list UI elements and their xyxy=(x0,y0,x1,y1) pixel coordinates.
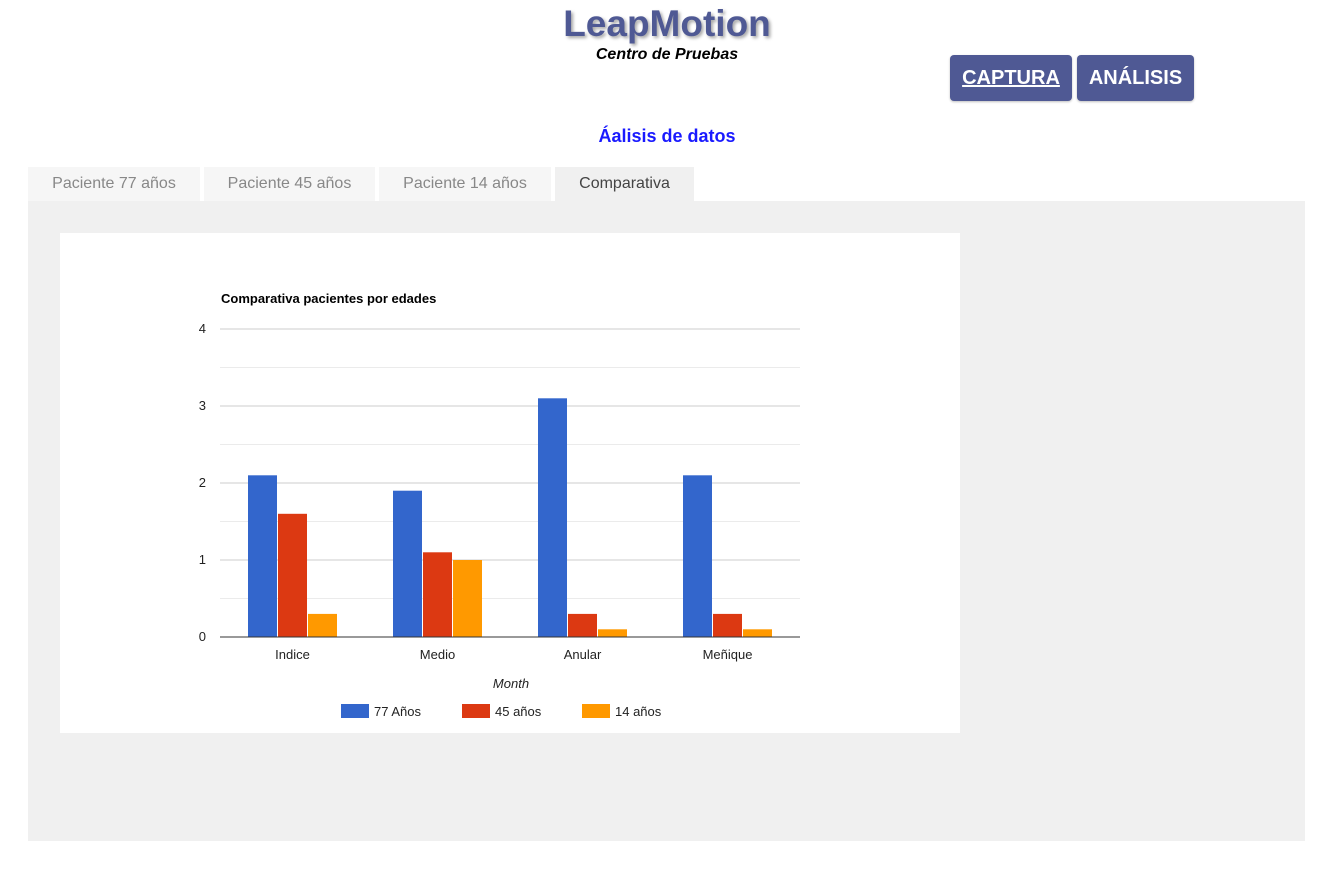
chart-card: Comparativa pacientes por edades 0 1 2 3 4 In… xyxy=(60,233,960,733)
chart-title: Comparativa pacientes por edades xyxy=(221,291,436,306)
bar-3 xyxy=(453,560,482,637)
y-tick-label: 4 xyxy=(199,321,206,336)
comparison-bar-chart: Comparativa pacientes por edades 0 1 2 3 4 In… xyxy=(199,291,800,719)
x-tick-label: Indice xyxy=(275,647,310,662)
y-tick-label: 0 xyxy=(199,629,206,644)
legend-label: 45 años xyxy=(495,704,542,719)
legend-swatch xyxy=(341,704,369,718)
bar-1 xyxy=(393,490,422,637)
y-tick-label: 3 xyxy=(199,398,206,413)
tab-paciente-14[interactable]: Paciente 14 años xyxy=(379,167,551,201)
bar-1 xyxy=(538,398,567,637)
y-tick-label: 2 xyxy=(199,475,206,490)
bar-1 xyxy=(248,475,277,637)
app-subtitle: Centro de Pruebas xyxy=(595,46,739,63)
bar-2 xyxy=(713,613,742,637)
bar-1 xyxy=(683,475,712,637)
legend-swatch xyxy=(582,704,610,718)
x-tick-label: Anular xyxy=(564,647,602,662)
y-tick-label: 1 xyxy=(199,552,206,567)
bar-2 xyxy=(278,513,307,637)
legend-label: 77 Años xyxy=(374,704,421,719)
bar-2 xyxy=(568,613,597,637)
captura-button[interactable]: CAPTURA xyxy=(950,55,1072,101)
tab-paciente-77[interactable]: Paciente 77 años xyxy=(28,167,200,201)
legend-label: 14 años xyxy=(615,704,662,719)
x-tick-label: Medio xyxy=(420,647,455,662)
legend-swatch xyxy=(462,704,490,718)
tab-paciente-45[interactable]: Paciente 45 años xyxy=(204,167,375,201)
x-tick-label: Meñique xyxy=(703,647,753,662)
x-axis-label: Month xyxy=(493,676,529,691)
bar-3 xyxy=(308,613,337,637)
section-title: Áalisis de datos xyxy=(598,126,736,146)
analisis-button[interactable]: ANÁLISIS xyxy=(1077,55,1194,101)
bar-3 xyxy=(743,629,772,637)
tab-comparativa[interactable]: Comparativa xyxy=(555,167,694,201)
bar-3 xyxy=(598,629,627,637)
bar-2 xyxy=(423,552,452,637)
app-title: LeapMotion xyxy=(563,3,771,44)
